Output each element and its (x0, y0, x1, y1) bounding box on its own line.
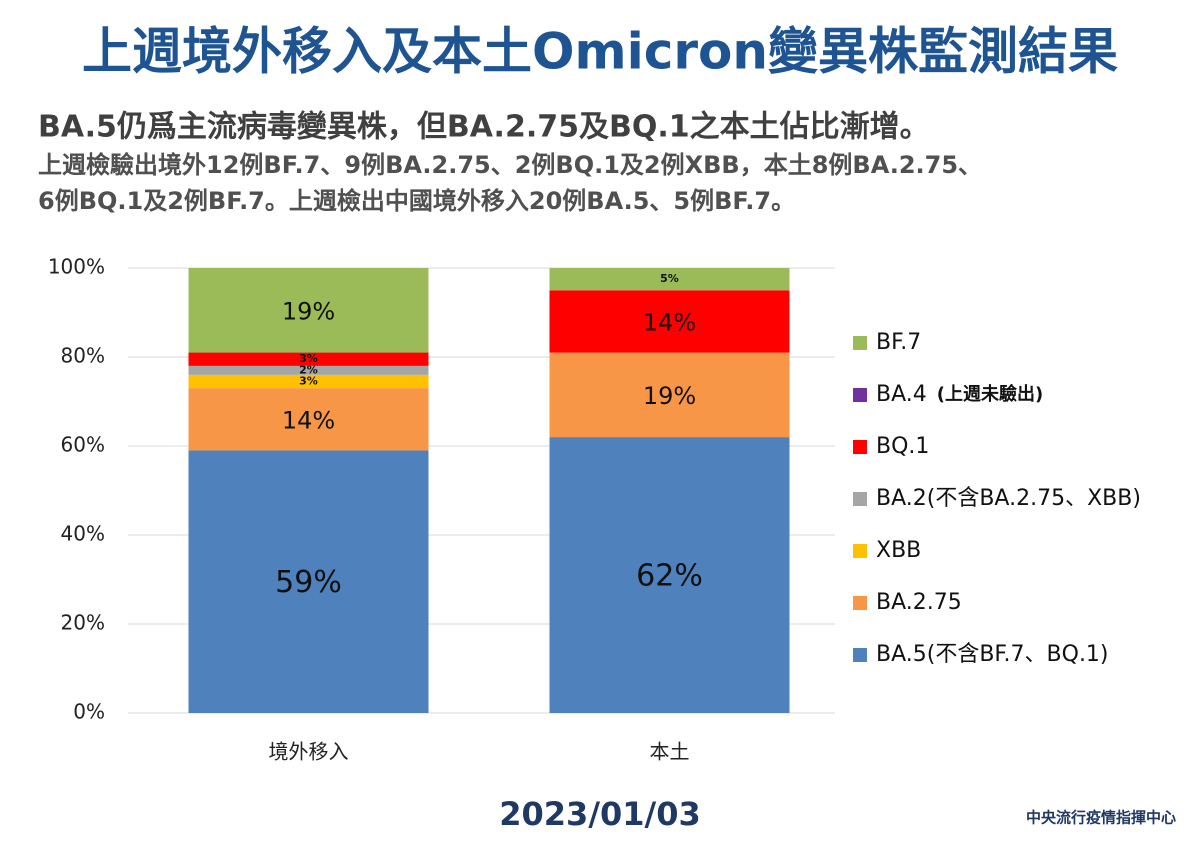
data-label: 14% (282, 406, 335, 434)
legend-label: BA.4 (876, 382, 927, 407)
bar-segment (188, 352, 429, 366)
legend-swatch (853, 648, 867, 662)
description: 上週檢驗出境外12例BF.7、9例BA.2.75、2例BQ.1及2例XBB，本土… (38, 151, 982, 179)
bar-segment (188, 268, 429, 353)
bar-segment (188, 365, 429, 375)
legend-label: BF.7 (876, 330, 921, 355)
description: 6例BQ.1及2例BF.7。上週檢出中國境外移入20例BA.5、5例BF.7。 (38, 187, 795, 215)
bar-segment (549, 437, 790, 713)
bar-segment (549, 268, 790, 291)
bar-segment (188, 388, 429, 451)
y-tick-label: 60% (61, 433, 105, 457)
source: 中央流行疫情指揮中心 (1026, 809, 1176, 827)
data-label: 14% (643, 308, 696, 336)
legend-swatch (853, 544, 867, 558)
x-tick-label: 本土 (650, 740, 690, 764)
y-tick-label: 40% (61, 522, 105, 546)
legend-swatch (853, 440, 867, 454)
y-tick-label: 0% (73, 700, 105, 724)
data-label: 59% (275, 565, 342, 600)
y-tick-label: 20% (61, 611, 105, 635)
legend-swatch (853, 336, 867, 350)
data-label: 3% (299, 374, 318, 387)
data-label: 19% (282, 297, 335, 325)
bar-segment (549, 290, 790, 353)
date: 2023/01/03 (499, 795, 701, 833)
bar-segment (188, 374, 429, 389)
x-tick-label: 境外移入 (269, 740, 349, 764)
data-label: 19% (643, 382, 696, 410)
subtitle: BA.5仍爲主流病毒變異株，但BA.2.75及BQ.1之本土佔比漸增。 (38, 110, 930, 145)
legend-swatch (853, 596, 867, 610)
chart-title: 上週境外移入及本土Omicron變異株監測結果 (82, 23, 1118, 81)
legend-label: BQ.1 (876, 434, 929, 459)
y-tick-label: 100% (48, 255, 105, 279)
bar-segment (549, 352, 790, 438)
legend-label: BA.2.75 (876, 590, 962, 615)
legend-swatch (853, 492, 867, 506)
bar-segment (188, 450, 429, 713)
data-label: 5% (660, 272, 679, 285)
legend-label: BA.5(不含BF.7、BQ.1) (876, 642, 1109, 667)
y-tick-label: 80% (61, 344, 105, 368)
data-label: 62% (636, 559, 703, 594)
legend-note: (上週未驗出) (937, 383, 1043, 405)
legend-label: BA.2(不含BA.2.75、XBB) (876, 486, 1141, 511)
data-label: 3% (299, 352, 318, 365)
data-label: 2% (299, 363, 318, 376)
legend-swatch (853, 388, 867, 402)
legend-label: XBB (876, 538, 921, 563)
